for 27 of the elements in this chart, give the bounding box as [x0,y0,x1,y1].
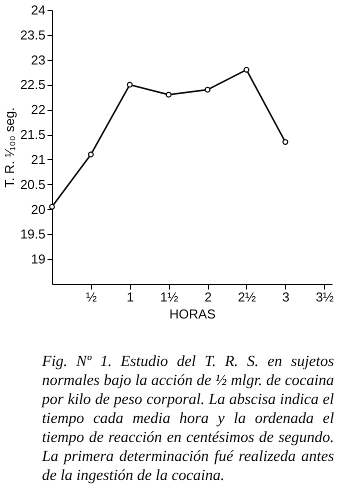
point [166,92,172,98]
x-tick-label: 1½ [160,290,178,304]
y-tick-label: 23.5 [20,27,46,42]
point [244,66,250,73]
y-tick-label: 19 [31,252,46,267]
point [88,152,94,158]
y-tick-label: 23 [31,52,46,68]
x-axis-title: HORAS [169,306,216,322]
x-tick-label: 3 [282,290,290,304]
y-tick-label: 21 [31,152,46,167]
y-tick-label: 19.5 [20,226,46,242]
y-tick-label: 24 [31,2,46,18]
x-tick-label: 2½ [238,290,256,304]
x-tick-label: 1 [126,290,134,304]
y-tick-label: 22 [31,102,46,118]
x-tick-label: 2 [204,290,212,304]
y-axis-title: T. R. ¹⁄₁₀₀ seg. [2,107,18,188]
x-tick-label: 3½ [316,290,334,304]
point [204,86,210,93]
y-tick-label: 21.5 [20,127,46,142]
text: Fig. Nº 1. Estudio del T. R. S. en sujetos normales bajo la acción de ½ mlgr. de cocaina por kilo de peso corporal. La abscisa indica el tiempo cada media hora y la ordenada el tiempo de reacción en centésimos de segundo. La primera determinación fué realizeda antes de la ingestión de la cocaina. [42,352,334,485]
point [282,139,288,145]
y-tick-label: 22.5 [20,77,46,92]
x-tick-label: ½ [86,290,97,304]
point [126,82,133,88]
y-tick-label: 20 [31,202,46,217]
y-tick-label: 20.5 [20,176,46,192]
